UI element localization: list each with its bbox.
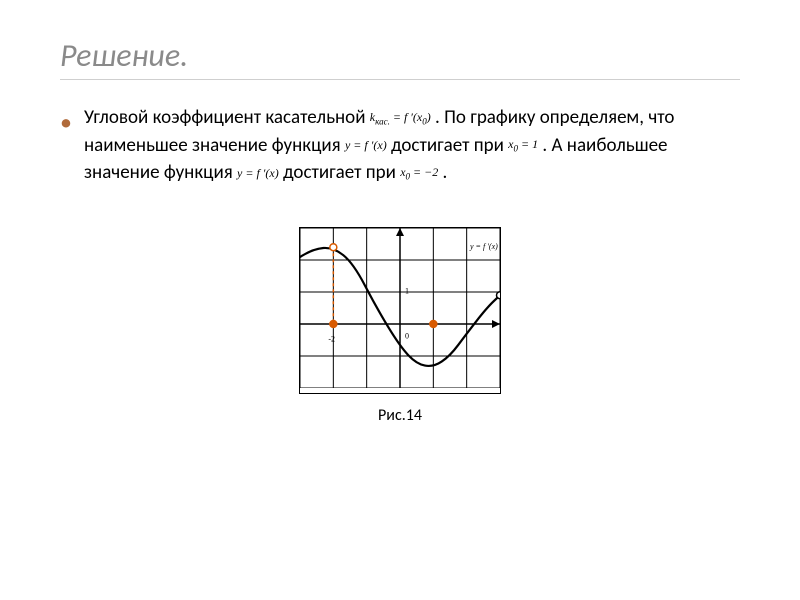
formula-x0-1: x0 = 1 (508, 136, 538, 155)
text-fragment: . (443, 161, 448, 184)
formula-close: ) (427, 110, 431, 124)
slide: Решение. Угловой коэффициент касательной… (0, 0, 800, 600)
formula-x0-2: x0 = −2 (400, 164, 438, 183)
formula-kkas: kкас. = f ′(x0) (370, 109, 431, 128)
page-title: Решение. (60, 36, 740, 80)
svg-text:y = f ′(x): y = f ′(x) (469, 241, 498, 250)
formula-eq: = 1 (518, 137, 538, 151)
formula-yfx1: y = f ′(x) (345, 137, 387, 154)
text-fragment: достигает при (283, 161, 400, 184)
body-text: Угловой коэффициент касательной kкас. = … (84, 106, 674, 184)
text-fragment: достигает при (391, 134, 504, 157)
formula-eq: = −2 (410, 165, 438, 179)
text-fragment: Угловой коэффициент касательной (84, 106, 365, 129)
formula-yfx2: y = f ′(x) (237, 165, 279, 182)
formula-sub: кас. (375, 116, 390, 126)
svg-text:1: 1 (405, 286, 409, 295)
svg-text:0: 0 (405, 331, 409, 340)
bullet-item: Угловой коэффициент касательной kкас. = … (60, 104, 740, 187)
formula-eq: = f ′(x (390, 110, 422, 124)
chart-caption: Рис.14 (60, 406, 740, 425)
chart-container: yx01-5-2y = f ′(x) Рис.14 (60, 227, 740, 425)
svg-text:-2: -2 (328, 334, 335, 343)
function-chart: yx01-5-2y = f ′(x) (299, 227, 501, 394)
